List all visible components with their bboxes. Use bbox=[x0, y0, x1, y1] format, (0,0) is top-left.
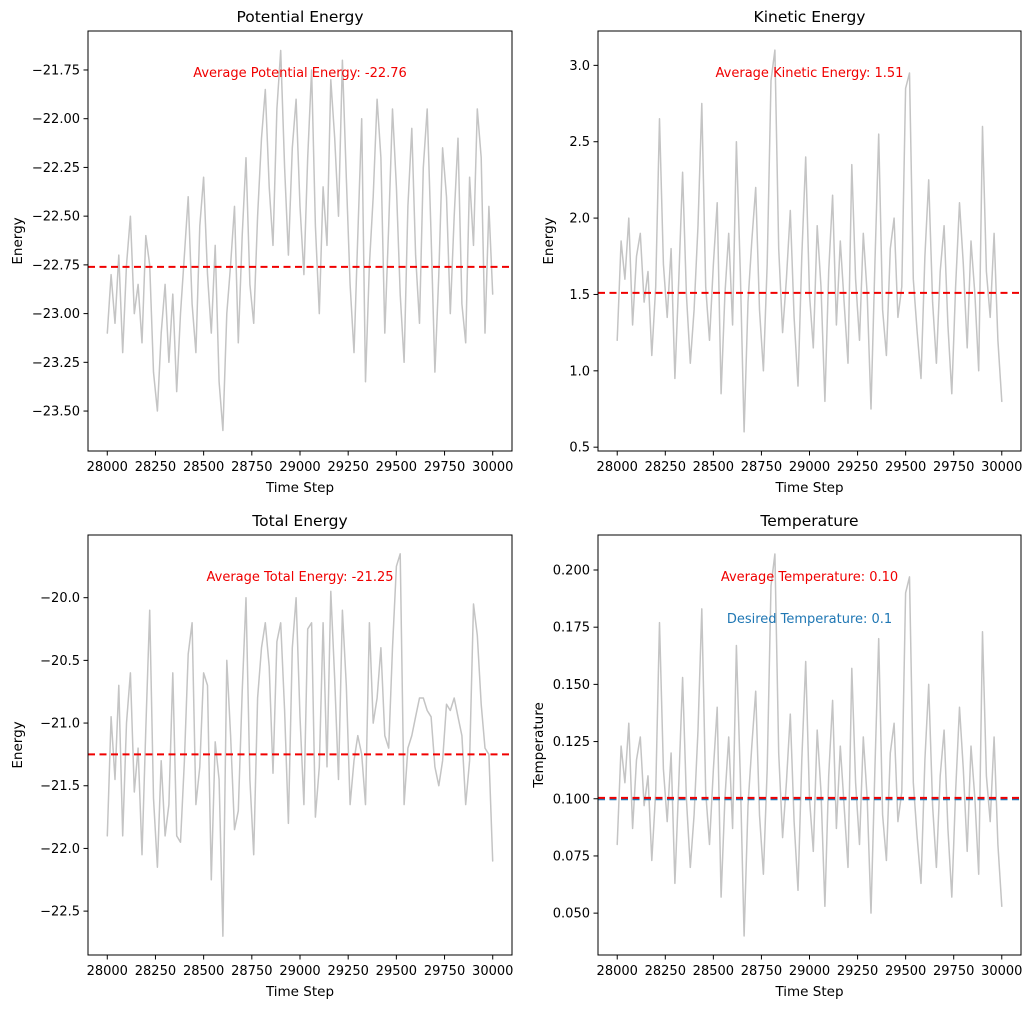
x-tick-label: 29250 bbox=[837, 964, 878, 979]
x-tick-label: 28000 bbox=[597, 460, 638, 475]
x-tick-label: 28500 bbox=[693, 964, 734, 979]
subplot-total-energy: Total Energy 28000 28250 28500 28750 29000 292… bbox=[10, 512, 513, 1000]
y-tick-label: 2.5 bbox=[569, 135, 590, 150]
subplot-temperature: Temperature 28000 28250 28500 28750 29000 2925… bbox=[531, 512, 1022, 1000]
x-tick-label: 29250 bbox=[328, 964, 369, 979]
x-tick-label: 30000 bbox=[472, 964, 513, 979]
average-annotation: Average Kinetic Energy: 1.51 bbox=[716, 66, 904, 81]
y-tick-label: 0.125 bbox=[553, 735, 590, 750]
x-tick-label: 29000 bbox=[279, 460, 320, 475]
chart-title: Kinetic Energy bbox=[754, 8, 866, 26]
x-tick-label: 29000 bbox=[789, 460, 830, 475]
y-tick-label: −21.0 bbox=[40, 717, 80, 732]
x-tick-label: 29750 bbox=[424, 460, 465, 475]
x-tick-label: 30000 bbox=[981, 460, 1022, 475]
x-axis-label: Time Step bbox=[774, 480, 843, 496]
y-tick-label: 0.175 bbox=[553, 621, 590, 636]
x-tick-label: 30000 bbox=[472, 460, 513, 475]
desired-annotation: Desired Temperature: 0.1 bbox=[727, 612, 892, 627]
x-tick-label: 29500 bbox=[376, 460, 417, 475]
x-tick-label: 29500 bbox=[885, 460, 926, 475]
y-tick-label: −23.00 bbox=[32, 307, 80, 322]
y-tick-label: 1.5 bbox=[569, 288, 590, 303]
y-tick-label: −22.00 bbox=[32, 112, 80, 127]
chart-title: Total Energy bbox=[251, 512, 347, 530]
x-tick-label: 28250 bbox=[645, 460, 686, 475]
average-annotation: Average Temperature: 0.10 bbox=[721, 570, 898, 585]
y-tick-label: 0.050 bbox=[553, 907, 590, 922]
x-tick-label: 29000 bbox=[789, 964, 830, 979]
x-axis-label: Time Step bbox=[265, 984, 334, 1000]
y-tick-label: −22.75 bbox=[32, 258, 80, 273]
x-tick-label: 28750 bbox=[741, 460, 782, 475]
axes-frame bbox=[87, 30, 513, 452]
y-tick-label: 2.0 bbox=[569, 212, 590, 227]
y-axis-label: Temperature bbox=[531, 702, 547, 789]
y-tick-label: 0.5 bbox=[569, 441, 590, 456]
x-tick-label: 29750 bbox=[933, 964, 974, 979]
x-tick-label: 28500 bbox=[183, 964, 224, 979]
x-tick-label: 28000 bbox=[87, 460, 128, 475]
x-tick-label: 28000 bbox=[597, 964, 638, 979]
y-tick-label: −22.0 bbox=[40, 842, 80, 857]
y-tick-label: 0.150 bbox=[553, 678, 590, 693]
y-tick-label: −22.25 bbox=[32, 161, 80, 176]
x-tick-label: 30000 bbox=[981, 964, 1022, 979]
subplot-kinetic-energy: Kinetic Energy 28000 28250 28500 28750 29000 2… bbox=[541, 8, 1022, 496]
y-tick-label: −21.75 bbox=[32, 63, 80, 78]
series-line bbox=[616, 49, 1003, 433]
average-annotation: Average Total Energy: -21.25 bbox=[207, 570, 394, 585]
axes-frame bbox=[597, 534, 1022, 956]
x-tick-label: 28750 bbox=[231, 964, 272, 979]
y-tick-label: 0.075 bbox=[553, 849, 590, 864]
x-tick-label: 28750 bbox=[231, 460, 272, 475]
y-tick-label: −23.25 bbox=[32, 356, 80, 371]
axes-frame bbox=[87, 534, 513, 956]
chart-title: Temperature bbox=[759, 512, 858, 530]
average-annotation: Average Potential Energy: -22.76 bbox=[193, 66, 407, 81]
y-tick-label: 3.0 bbox=[569, 59, 590, 74]
x-tick-label: 28500 bbox=[693, 460, 734, 475]
y-tick-label: 1.0 bbox=[569, 364, 590, 379]
y-tick-label: −20.0 bbox=[40, 591, 80, 606]
x-tick-label: 29750 bbox=[424, 964, 465, 979]
y-tick-label: −23.50 bbox=[32, 405, 80, 420]
x-tick-label: 28750 bbox=[741, 964, 782, 979]
y-tick-label: −20.5 bbox=[40, 654, 80, 669]
x-axis-label: Time Step bbox=[265, 480, 334, 496]
y-tick-label: −22.50 bbox=[32, 210, 80, 225]
x-tick-label: 29500 bbox=[885, 964, 926, 979]
x-tick-label: 28250 bbox=[135, 460, 176, 475]
x-tick-label: 28500 bbox=[183, 460, 224, 475]
x-tick-label: 29750 bbox=[933, 460, 974, 475]
y-tick-label: 0.200 bbox=[553, 564, 590, 579]
x-tick-label: 28000 bbox=[87, 964, 128, 979]
series-line bbox=[106, 553, 494, 937]
y-axis-label: Energy bbox=[541, 217, 557, 264]
y-tick-label: 0.100 bbox=[553, 792, 590, 807]
x-tick-label: 29250 bbox=[837, 460, 878, 475]
x-tick-label: 29250 bbox=[328, 460, 369, 475]
x-tick-label: 29500 bbox=[376, 964, 417, 979]
y-axis-label: Energy bbox=[10, 217, 26, 264]
subplot-potential-energy: Potential Energy 28000 28250 28500 28750 2900… bbox=[10, 8, 513, 496]
y-tick-label: −21.5 bbox=[40, 779, 80, 794]
series-line bbox=[106, 49, 494, 432]
y-tick-label: −22.5 bbox=[40, 905, 80, 920]
x-tick-label: 29000 bbox=[279, 964, 320, 979]
x-axis-label: Time Step bbox=[774, 984, 843, 1000]
x-tick-label: 28250 bbox=[645, 964, 686, 979]
axes-frame bbox=[597, 30, 1022, 452]
x-tick-label: 28250 bbox=[135, 964, 176, 979]
y-axis-label: Energy bbox=[10, 721, 26, 768]
chart-title: Potential Energy bbox=[236, 8, 363, 26]
